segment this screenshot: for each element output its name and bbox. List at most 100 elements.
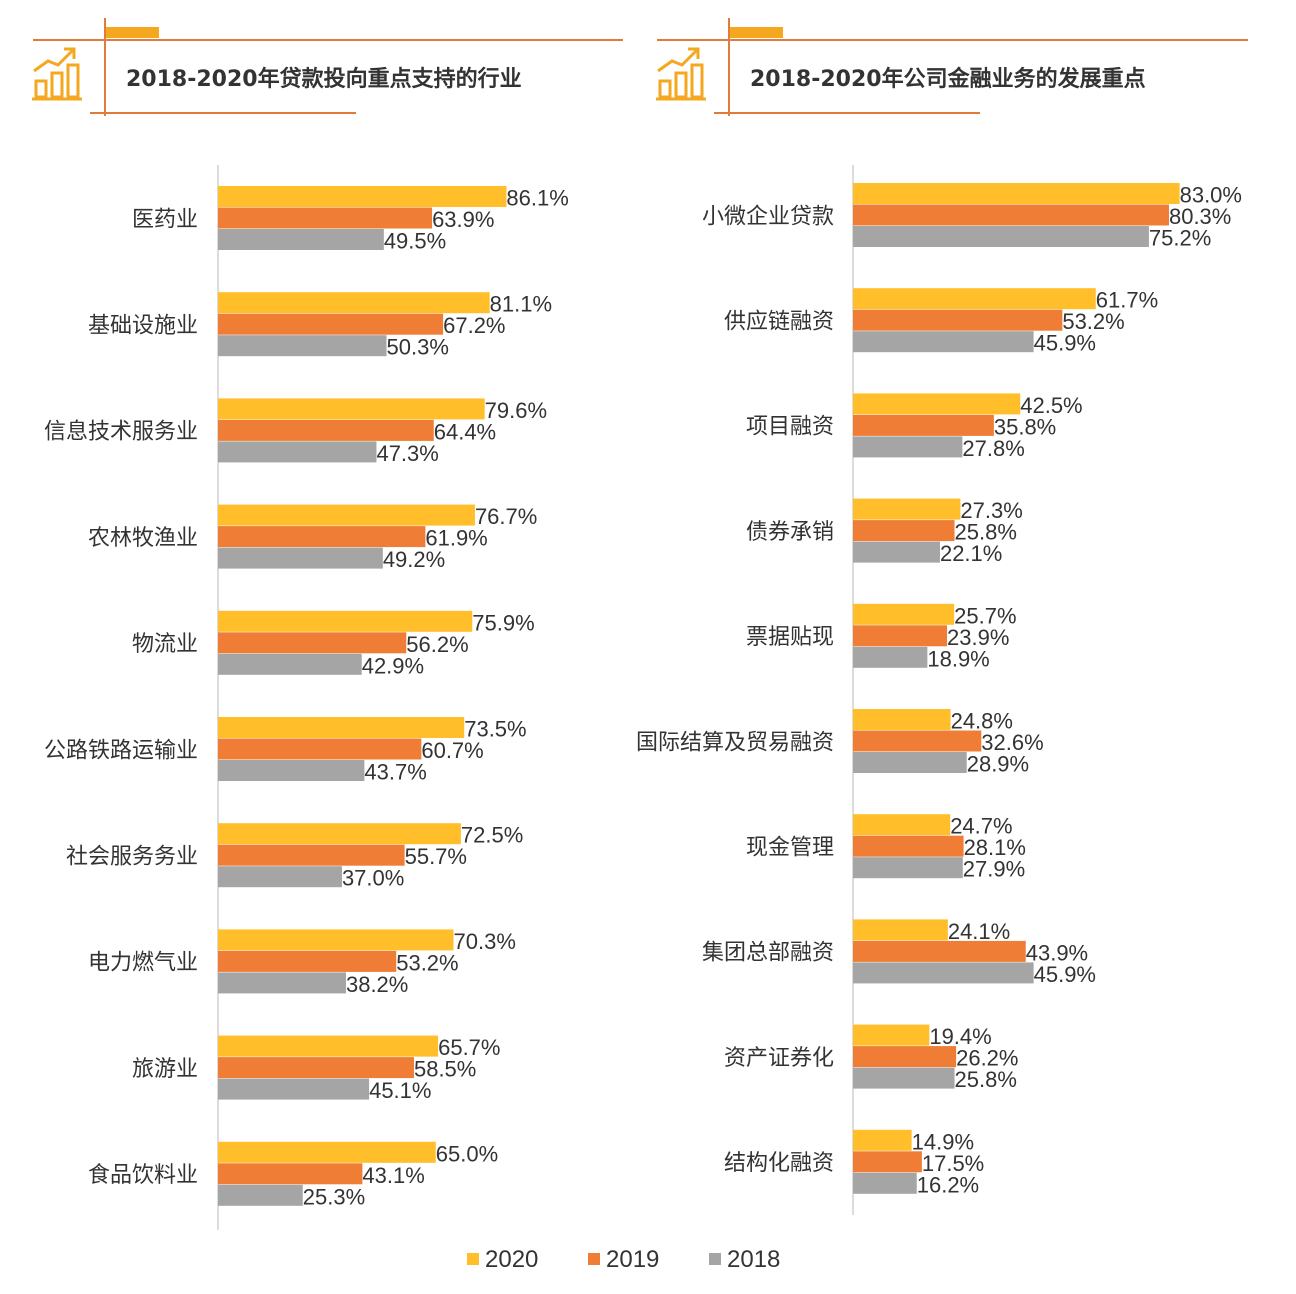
bar-2020 bbox=[853, 1024, 930, 1046]
right-bar-chart: 小微企业贷款83.0%80.3%75.2%供应链融资61.7%53.2%45.9… bbox=[636, 165, 1242, 1215]
category-label: 供应链融资 bbox=[724, 309, 834, 334]
data-label: 86.1% bbox=[506, 186, 568, 211]
data-label: 19.4% bbox=[929, 1024, 991, 1049]
legend-label-2019: 2019 bbox=[606, 1246, 659, 1273]
data-label: 75.2% bbox=[1149, 226, 1211, 251]
category-label: 现金管理 bbox=[746, 835, 834, 860]
category-label: 社会服务务业 bbox=[66, 844, 198, 869]
data-label: 80.3% bbox=[1169, 204, 1231, 229]
data-label: 23.9% bbox=[947, 625, 1009, 650]
data-label: 53.2% bbox=[396, 950, 458, 975]
category-label: 票据贴现 bbox=[746, 625, 834, 650]
category-label: 集团总部融资 bbox=[702, 941, 834, 966]
data-label: 24.8% bbox=[951, 709, 1013, 734]
left-bar-chart: 医药业 86.1% 63.9%49.5% 基础设施业 81.1%67.2%50.3% 信息… bbox=[44, 165, 569, 1230]
legend-label-2018: 2018 bbox=[727, 1246, 780, 1273]
bar-2018 bbox=[218, 1078, 370, 1100]
bar-2020 bbox=[218, 504, 475, 526]
category-label: 公路铁路运输业 bbox=[44, 738, 198, 763]
bar-2019 bbox=[853, 1151, 922, 1173]
data-label: 56.2% bbox=[406, 632, 468, 657]
category-label: 项目融资 bbox=[746, 415, 834, 440]
legend-swatch-2018 bbox=[709, 1253, 721, 1265]
bar-2020 bbox=[218, 1141, 436, 1163]
bar-2019 bbox=[853, 625, 948, 647]
header-tab bbox=[105, 27, 159, 38]
bar-2019 bbox=[218, 1163, 363, 1185]
data-label: 38.2% bbox=[346, 972, 408, 997]
bar-2019 bbox=[853, 1046, 957, 1068]
data-label: 49.2% bbox=[383, 547, 445, 572]
bar-2018 bbox=[218, 1184, 303, 1206]
bar-2019 bbox=[218, 950, 397, 972]
bar-2018 bbox=[218, 866, 342, 888]
data-label: 25.8% bbox=[955, 1067, 1017, 1092]
bar-2018 bbox=[853, 1067, 955, 1089]
bar-chart-growth-icon bbox=[656, 47, 706, 101]
legend-swatch-2020 bbox=[467, 1253, 479, 1265]
data-label: 70.3% bbox=[454, 929, 516, 954]
bar-2019 bbox=[218, 313, 444, 335]
data-label: 63.9% bbox=[432, 207, 494, 232]
data-label: 75.9% bbox=[472, 610, 534, 635]
data-label: 43.1% bbox=[362, 1163, 424, 1188]
bar-2020 bbox=[853, 183, 1180, 204]
bar-2018 bbox=[218, 441, 377, 463]
bar-2020 bbox=[853, 288, 1096, 310]
bar-2019 bbox=[853, 204, 1169, 226]
bar-2020 bbox=[853, 603, 955, 625]
bar-2019 bbox=[853, 940, 1026, 962]
data-label: 65.7% bbox=[438, 1035, 500, 1060]
bar-2019 bbox=[853, 730, 982, 752]
legend-label-2020: 2020 bbox=[485, 1246, 538, 1273]
bar-2018 bbox=[853, 646, 928, 668]
bar-2018 bbox=[218, 760, 365, 781]
data-label: 28.1% bbox=[964, 835, 1026, 860]
bar-2020 bbox=[218, 610, 473, 632]
category-label: 农林牧渔业 bbox=[88, 526, 198, 551]
data-label: 61.7% bbox=[1096, 288, 1158, 313]
category-label: 医药业 bbox=[132, 207, 198, 232]
data-label: 76.7% bbox=[475, 504, 537, 529]
bar-2018 bbox=[853, 962, 1034, 984]
data-label: 83.0% bbox=[1180, 183, 1242, 208]
data-label: 79.6% bbox=[485, 398, 547, 423]
bar-2019 bbox=[853, 520, 955, 542]
legend-swatch-2019 bbox=[588, 1253, 600, 1265]
data-label: 81.1% bbox=[490, 292, 552, 317]
bar-2020 bbox=[853, 919, 948, 941]
data-label: 42.9% bbox=[362, 653, 424, 678]
bar-2019 bbox=[218, 738, 422, 760]
data-label: 49.5% bbox=[384, 229, 446, 254]
right-header: 2018-2020年公司金融业务的发展重点 bbox=[656, 18, 1248, 116]
data-label: 28.9% bbox=[967, 752, 1029, 777]
category-label: 电力燃气业 bbox=[88, 951, 198, 976]
data-label: 65.0% bbox=[436, 1141, 498, 1166]
data-label: 53.2% bbox=[1062, 309, 1124, 334]
data-label: 45.9% bbox=[1034, 962, 1096, 987]
data-label: 45.1% bbox=[369, 1078, 431, 1103]
category-label: 旅游业 bbox=[132, 1057, 198, 1082]
data-label: 32.6% bbox=[981, 730, 1043, 755]
category-label: 国际结算及贸易融资 bbox=[636, 730, 834, 755]
bar-2019 bbox=[218, 632, 407, 654]
data-label: 17.5% bbox=[922, 1151, 984, 1176]
category-label: 债券承销 bbox=[746, 520, 834, 545]
data-label: 64.4% bbox=[434, 419, 496, 444]
bar-2018 bbox=[853, 1172, 917, 1194]
bar-2020 bbox=[218, 398, 485, 420]
bar-2020 bbox=[853, 1129, 912, 1151]
data-label: 67.2% bbox=[443, 313, 505, 338]
bar-2019 bbox=[218, 419, 434, 441]
data-label: 72.5% bbox=[461, 823, 523, 848]
data-label: 61.9% bbox=[425, 526, 487, 551]
bar-2018 bbox=[853, 226, 1149, 247]
category-label: 资产证券化 bbox=[724, 1046, 834, 1071]
bar-2018 bbox=[218, 229, 384, 250]
bar-2020 bbox=[218, 292, 490, 314]
bar-2020 bbox=[218, 1035, 439, 1057]
data-label: 60.7% bbox=[421, 738, 483, 763]
data-label: 55.7% bbox=[405, 844, 467, 869]
bar-2019 bbox=[218, 207, 433, 229]
